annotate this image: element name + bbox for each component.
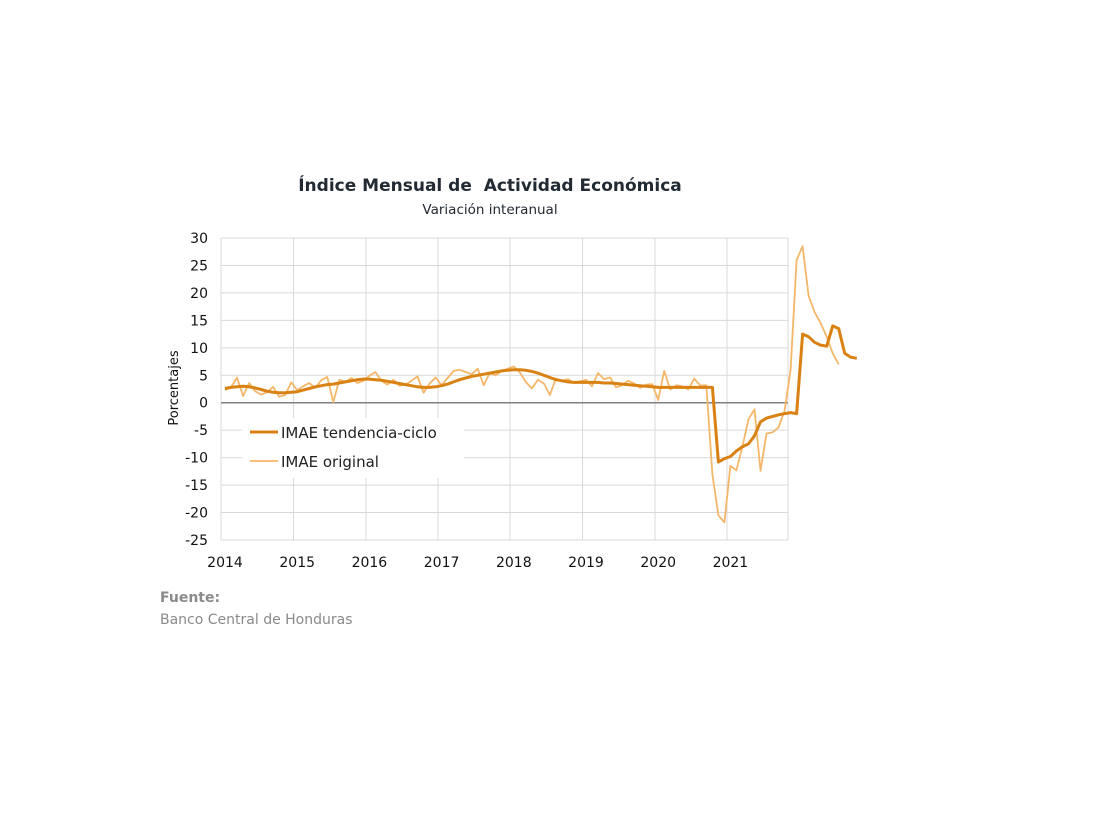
x-tick-label: 2015 <box>279 555 315 571</box>
legend: IMAE tendencia-ciclo IMAE original <box>242 418 464 478</box>
y-tick-label: 25 <box>190 258 208 274</box>
y-tick-label: 0 <box>199 396 208 412</box>
y-tick-label: -25 <box>185 533 208 549</box>
y-tick-label: 30 <box>190 231 208 247</box>
y-tick-label: 20 <box>190 286 208 302</box>
x-tick-label: 2020 <box>640 555 676 571</box>
x-tick-label: 2017 <box>424 555 460 571</box>
source-label: Fuente: <box>160 590 221 606</box>
series-line-imae-tendencia-ciclo <box>224 324 858 464</box>
chart-subtitle: Variación interanual <box>422 202 557 218</box>
y-tick-label: -20 <box>185 506 208 522</box>
x-axis: 2014 2015 2016 2017 2018 2019 2020 2021 <box>207 555 748 571</box>
y-tick-label: -15 <box>185 478 208 494</box>
legend-label-original: IMAE original <box>281 453 379 471</box>
y-tick-label: 5 <box>199 368 208 384</box>
y-tick-label: 10 <box>190 341 208 357</box>
legend-label-trend: IMAE tendencia-ciclo <box>281 424 437 442</box>
source-text: Banco Central de Honduras <box>160 612 353 628</box>
series-line-imae-original <box>224 245 840 524</box>
y-axis: 30 25 20 15 10 5 0 -5 -10 -15 -20 -25 <box>185 231 208 549</box>
grid <box>220 237 789 541</box>
x-tick-label: 2014 <box>207 555 243 571</box>
y-axis-label: Porcentajes <box>167 350 182 425</box>
x-tick-label: 2018 <box>496 555 532 571</box>
y-tick-label: 15 <box>190 313 208 329</box>
x-tick-label: 2021 <box>713 555 749 571</box>
y-tick-label: -5 <box>194 423 208 439</box>
chart-title: Índice Mensual de Actividad Económica <box>298 174 682 196</box>
x-tick-label: 2019 <box>568 555 604 571</box>
x-tick-label: 2016 <box>352 555 388 571</box>
y-tick-label: -10 <box>185 451 208 467</box>
